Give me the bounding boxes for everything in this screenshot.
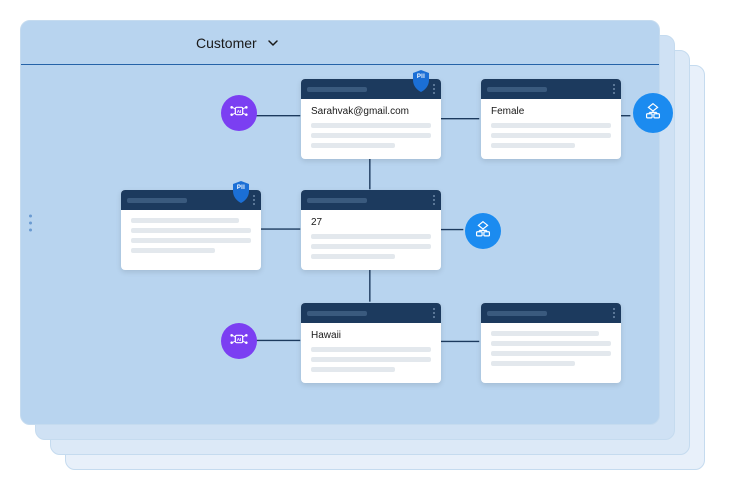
placeholder-line	[491, 133, 611, 138]
card-body: Female	[481, 99, 621, 159]
kebab-menu-icon[interactable]	[433, 308, 435, 318]
ai-node[interactable]: AI	[221, 95, 257, 131]
placeholder-line	[491, 351, 611, 356]
placeholder-line	[131, 218, 239, 223]
placeholder-line	[311, 133, 431, 138]
kebab-menu-icon[interactable]	[433, 195, 435, 205]
svg-text:AI: AI	[237, 336, 242, 341]
placeholder-line	[311, 254, 395, 259]
placeholder-line	[491, 361, 575, 366]
diagram-stack: Customer AISarahvak@gmail.comPIIFemalePI…	[20, 20, 720, 480]
placeholder-line	[131, 238, 251, 243]
entity-dropdown-label[interactable]: Customer	[196, 35, 257, 51]
placeholder-line	[311, 234, 431, 239]
placeholder-line	[311, 347, 431, 352]
card-header	[301, 303, 441, 323]
card-value: 27	[311, 218, 431, 228]
flow-node[interactable]	[465, 213, 501, 249]
placeholder-line	[491, 331, 599, 336]
placeholder-line	[131, 248, 215, 253]
card-header	[481, 79, 621, 99]
hierarchy-icon	[642, 100, 664, 127]
kebab-menu-icon[interactable]	[613, 308, 615, 318]
data-card[interactable]: Hawaii	[301, 303, 441, 383]
kebab-menu-icon[interactable]	[613, 84, 615, 94]
card-value: Sarahvak@gmail.com	[311, 107, 431, 117]
placeholder-line	[491, 143, 575, 148]
ai-node[interactable]: AI	[221, 323, 257, 359]
placeholder-line	[311, 123, 431, 128]
placeholder-line	[311, 143, 395, 148]
data-card[interactable]: 27	[301, 190, 441, 270]
hierarchy-icon	[472, 218, 494, 245]
data-card[interactable]: PII	[121, 190, 261, 270]
stack-layer-front: Customer AISarahvak@gmail.comPIIFemalePI…	[20, 20, 660, 425]
placeholder-line	[311, 367, 395, 372]
placeholder-line	[131, 228, 251, 233]
panel-header: Customer	[21, 21, 659, 65]
card-value: Hawaii	[311, 331, 431, 341]
pii-shield-icon: PII	[411, 69, 431, 93]
data-card[interactable]: Female	[481, 79, 621, 159]
pii-shield-icon: PII	[231, 180, 251, 204]
card-body	[121, 210, 261, 264]
card-body	[481, 323, 621, 377]
card-body: Sarahvak@gmail.com	[301, 99, 441, 159]
card-body: 27	[301, 210, 441, 270]
ai-icon: AI	[228, 328, 250, 355]
chevron-down-icon[interactable]	[267, 37, 279, 49]
graph-canvas: AISarahvak@gmail.comPIIFemalePII27AIHawa…	[21, 65, 659, 424]
placeholder-line	[311, 357, 431, 362]
svg-text:AI: AI	[237, 108, 242, 113]
placeholder-line	[491, 123, 611, 128]
card-header	[481, 303, 621, 323]
kebab-menu-icon[interactable]	[253, 195, 255, 205]
placeholder-line	[491, 341, 611, 346]
flow-node[interactable]	[633, 93, 673, 133]
data-card[interactable]	[481, 303, 621, 383]
card-value: Female	[491, 107, 611, 117]
ai-icon: AI	[228, 100, 250, 127]
data-card[interactable]: Sarahvak@gmail.comPII	[301, 79, 441, 159]
kebab-menu-icon[interactable]	[433, 84, 435, 94]
placeholder-line	[311, 244, 431, 249]
card-header	[301, 190, 441, 210]
card-body: Hawaii	[301, 323, 441, 383]
